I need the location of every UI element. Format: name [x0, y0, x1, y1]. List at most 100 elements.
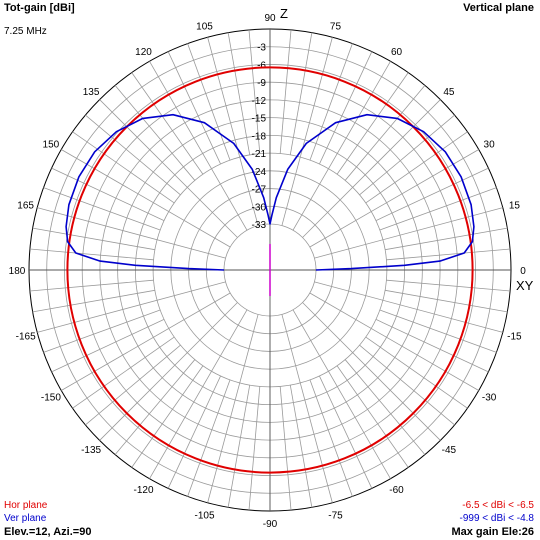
grid-spoke — [292, 61, 391, 231]
grid-spoke — [379, 309, 497, 353]
grid-spoke — [37, 281, 226, 333]
grid-spoke — [359, 114, 455, 196]
grid-spoke — [167, 375, 221, 489]
grid-spoke — [227, 32, 251, 155]
radial-tick-label: -33 — [252, 220, 267, 231]
angle-tick-label: 45 — [443, 87, 455, 98]
angle-tick-label: -45 — [442, 445, 457, 456]
grid-spoke — [72, 131, 175, 204]
grid-spoke — [302, 302, 441, 441]
angle-tick-label: -165 — [16, 331, 36, 342]
angle-tick-label: 15 — [509, 201, 521, 212]
grid-spoke — [375, 319, 489, 373]
grid-spoke — [29, 279, 154, 292]
z-axis-label: Z — [280, 6, 288, 21]
angle-tick-label: 75 — [330, 22, 342, 33]
grid-spoke — [248, 29, 261, 154]
angle-tick-label: 135 — [83, 87, 100, 98]
ver-gain-range: -999 < dBi < -4.8 — [459, 513, 535, 524]
grid-spoke — [365, 336, 468, 409]
series-hor-plane — [66, 66, 474, 474]
radial-tick-label: -12 — [252, 96, 267, 107]
radial-tick-label: -24 — [252, 167, 267, 178]
angle-tick-label: -105 — [195, 510, 215, 521]
grid-spoke — [51, 167, 165, 221]
grid-spoke — [32, 289, 155, 313]
max-gain-label: Max gain Ele:26 — [451, 526, 534, 538]
radial-tick-label: -9 — [257, 78, 266, 89]
angle-tick-label: -75 — [328, 510, 343, 521]
angle-tick-label: 180 — [9, 266, 26, 277]
angle-tick-label: -90 — [263, 519, 278, 530]
angle-tick-label: -30 — [482, 393, 497, 404]
grid-spoke — [309, 149, 479, 248]
grid-spoke — [359, 344, 455, 426]
grid-spoke — [99, 99, 238, 238]
grid-spoke — [385, 227, 508, 251]
grid-spoke — [302, 99, 441, 238]
xy-axis-label: XY — [516, 278, 534, 293]
angle-tick-label: -135 — [81, 445, 101, 456]
grid-spoke — [149, 309, 248, 479]
chart-title: Tot-gain [dBi] — [4, 2, 75, 14]
grid-spoke — [43, 187, 161, 231]
grid-spoke — [51, 319, 165, 373]
radial-tick-label: -15 — [252, 114, 267, 125]
grid-spoke — [167, 51, 221, 165]
angle-tick-label: -15 — [507, 331, 522, 342]
grid-spoke — [379, 187, 497, 231]
grid-spoke — [309, 43, 353, 161]
angle-tick-label: 105 — [196, 22, 213, 33]
grid-spoke — [99, 302, 238, 441]
grid-spoke — [385, 289, 508, 313]
series-ver-plane — [65, 113, 475, 271]
legend-hor-plane: Hor plane — [4, 500, 48, 511]
grid-spoke — [114, 85, 196, 181]
grid-spoke — [289, 385, 313, 508]
grid-spoke — [281, 37, 333, 226]
grid-spoke — [187, 43, 231, 161]
grid-spoke — [309, 379, 353, 497]
grid-spoke — [227, 385, 251, 508]
angle-tick-label: 120 — [135, 47, 152, 58]
grid-spoke — [386, 248, 511, 261]
radial-tick-label: -18 — [252, 131, 267, 142]
grid-spoke — [289, 32, 313, 155]
frequency-label: 7.25 MHz — [4, 26, 47, 37]
grid-spoke — [319, 51, 373, 165]
grid-spoke — [336, 365, 409, 468]
grid-spoke — [281, 314, 333, 503]
grid-spoke — [279, 386, 292, 511]
grid-spoke — [61, 149, 231, 248]
grid-spoke — [131, 365, 204, 468]
grid-spoke — [131, 72, 204, 175]
angle-tick-label: 165 — [17, 201, 34, 212]
elev-azi-label: Elev.=12, Azi.=90 — [4, 526, 92, 538]
grid-spoke — [37, 207, 226, 259]
grid-spoke — [292, 309, 391, 479]
radial-tick-label: -30 — [252, 202, 267, 213]
radial-tick-label: -6 — [257, 60, 266, 71]
grid-spoke — [248, 386, 261, 511]
grid-spoke — [61, 292, 231, 391]
grid-spoke — [149, 61, 248, 231]
angle-tick-label: 30 — [484, 140, 496, 151]
grid-spoke — [386, 279, 511, 292]
angle-tick-label: 0 — [520, 266, 526, 277]
hor-gain-range: -6.5 < dBi < -6.5 — [462, 500, 534, 511]
grid-spoke — [114, 359, 196, 455]
grid-spoke — [72, 336, 175, 409]
grid-spoke — [344, 85, 426, 181]
grid-spoke — [207, 314, 259, 503]
grid-spoke — [365, 131, 468, 204]
radial-tick-label: -3 — [257, 43, 266, 54]
angle-tick-label: -120 — [133, 485, 153, 496]
grid-spoke — [319, 375, 373, 489]
radial-tick-label: -27 — [252, 185, 267, 196]
radial-tick-label: -21 — [252, 149, 267, 160]
grid-spoke — [32, 227, 155, 251]
angle-tick-label: -150 — [41, 393, 61, 404]
angle-tick-label: 90 — [264, 13, 276, 24]
grid-spoke — [344, 359, 426, 455]
